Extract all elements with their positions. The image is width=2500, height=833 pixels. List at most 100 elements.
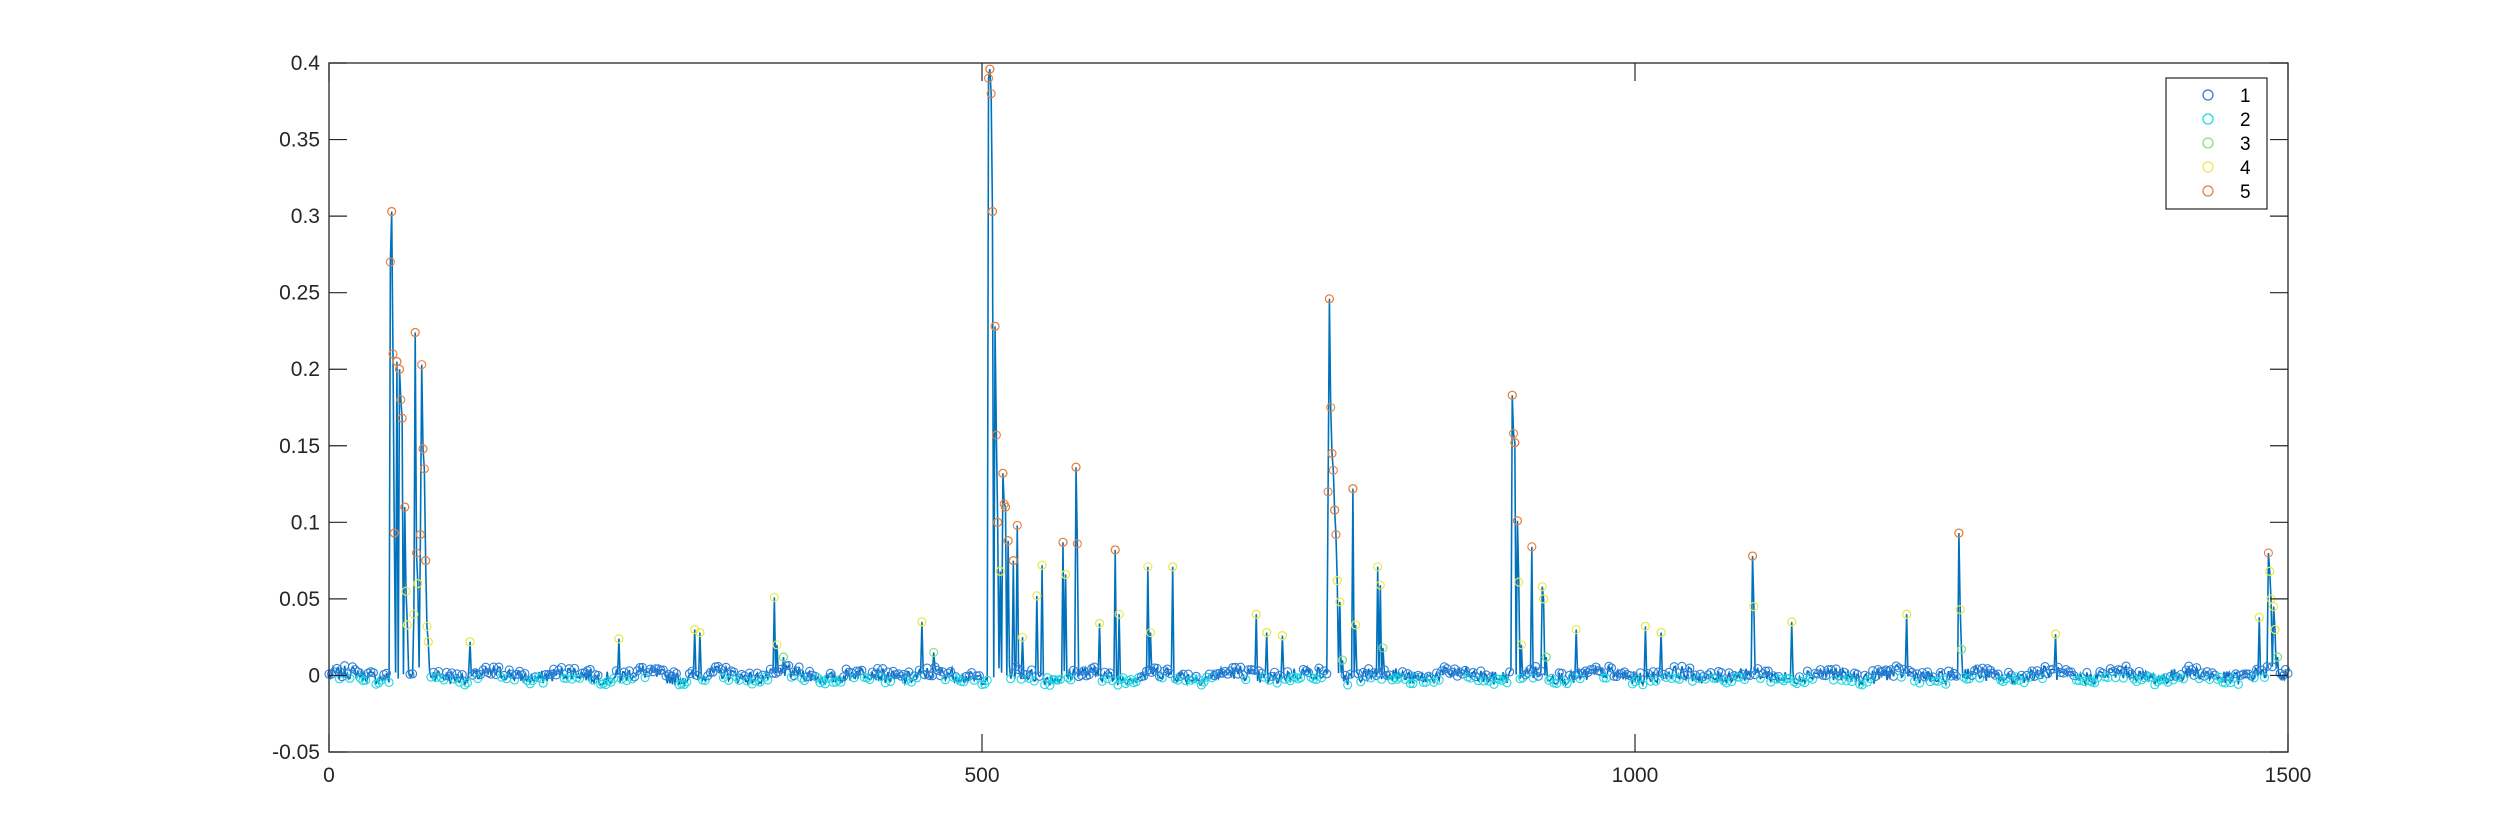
data-point: [1356, 677, 1366, 687]
legend: 1 2 3 4 5: [2165, 77, 2268, 210]
data-point: [893, 669, 903, 679]
data-point: [1520, 670, 1530, 680]
data-point: [1747, 551, 1758, 561]
data-point: [1277, 631, 1287, 641]
data-point: [1612, 671, 1622, 682]
data-point: [1473, 676, 1483, 686]
data-point: [1933, 676, 1943, 686]
data-point: [1045, 680, 1055, 690]
data-point: [2252, 664, 2262, 674]
data-point: [1017, 632, 1028, 642]
data-point: [669, 667, 679, 677]
data-point: [1326, 402, 1336, 413]
data-point: [1685, 663, 1695, 673]
data-point: [1105, 668, 1115, 678]
data-point: [1954, 528, 1964, 538]
data-point: [1014, 665, 1024, 675]
data-point: [1721, 678, 1731, 688]
data-point: [2228, 673, 2238, 683]
data-point: [682, 677, 692, 687]
data-point: [1630, 677, 1640, 687]
legend-marker: [2202, 185, 2214, 197]
legend-label: 4: [2240, 158, 2251, 179]
data-point: [880, 678, 890, 688]
data-point: [2134, 666, 2144, 677]
data-point: [695, 628, 705, 638]
x-tick-label: 1000: [1612, 764, 1659, 787]
data-point: [716, 664, 726, 674]
data-point: [1290, 672, 1300, 682]
data-point: [679, 679, 689, 690]
data-point: [389, 528, 399, 538]
data-point: [2145, 672, 2155, 682]
data-point: [2233, 679, 2243, 689]
data-point: [933, 665, 943, 675]
y-tick-label: 0.4: [291, 52, 321, 75]
data-point: [1755, 673, 1765, 684]
data-point: [1375, 580, 1385, 590]
data-point: [1516, 640, 1526, 650]
data-point: [1571, 624, 1581, 635]
data-point: [833, 675, 843, 685]
data-point: [554, 665, 564, 675]
data-point: [1068, 665, 1078, 675]
data-point: [1424, 671, 1434, 681]
data-point: [831, 677, 841, 687]
data-point: [724, 675, 734, 685]
data-point: [562, 673, 572, 684]
data-point: [2118, 673, 2128, 683]
data-point: [2210, 670, 2220, 680]
data-point: [1241, 675, 1251, 685]
data-point: [1395, 672, 1405, 682]
data-point: [1648, 667, 1658, 677]
data-point: [1779, 676, 1789, 686]
data-point: [1993, 669, 2003, 679]
data-point: [494, 662, 504, 672]
data-point: [509, 675, 520, 685]
legend-label: 1: [2240, 86, 2251, 107]
data-point: [1387, 675, 1397, 685]
data-point: [1114, 609, 1124, 619]
data-point: [1912, 669, 1922, 679]
data-point: [1527, 542, 1537, 552]
data-point: [1063, 673, 1073, 683]
data-point: [1922, 667, 1933, 677]
data-point: [901, 675, 911, 685]
data-point: [1943, 666, 1953, 676]
data-point: [995, 566, 1005, 576]
data-point: [825, 668, 836, 678]
data-point: [1196, 680, 1206, 690]
legend-marker: [2202, 89, 2214, 101]
data-point: [1497, 675, 1507, 685]
data-point: [1857, 680, 1867, 690]
data-point: [1502, 678, 1512, 688]
data-point: [1324, 294, 1334, 304]
data-point: [2186, 665, 2196, 675]
data-point: [1301, 666, 1311, 676]
data-point: [1659, 669, 1669, 679]
data-point: [1562, 679, 1572, 689]
data-point: [1998, 677, 2008, 687]
data-point: [541, 670, 551, 680]
data-point: [1283, 667, 1293, 677]
data-point: [402, 620, 412, 630]
data-point: [1236, 662, 1246, 672]
data-point: [797, 673, 807, 683]
data-point: [1071, 462, 1081, 472]
data-point: [1332, 575, 1342, 586]
data-point: [1097, 676, 1107, 686]
y-tick-label: 0.15: [279, 435, 320, 458]
data-point: [1758, 669, 1768, 679]
data-point: [332, 663, 342, 674]
data-point: [1429, 677, 1439, 687]
data-point: [1821, 671, 1831, 681]
data-point: [687, 666, 697, 676]
data-point: [517, 670, 527, 680]
data-point: [327, 669, 337, 679]
data-point: [1847, 677, 1857, 687]
data-point: [1249, 665, 1259, 675]
data-point: [1343, 680, 1353, 690]
data-point: [1131, 677, 1141, 687]
data-point: [872, 663, 883, 674]
